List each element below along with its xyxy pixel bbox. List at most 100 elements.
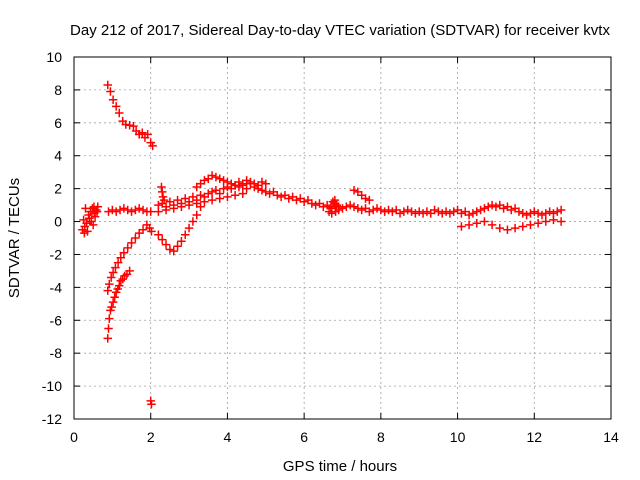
data-point [227,179,236,188]
data-point [230,181,240,190]
series-upper-arc [103,80,157,151]
data-point [143,130,152,139]
y-tick-label: -12 [42,411,62,427]
data-point [288,192,297,202]
data-point [331,207,340,216]
data-point [453,205,462,215]
data-point [457,209,466,218]
data-points [78,80,566,409]
data-point [530,207,539,216]
data-point [192,199,201,208]
data-point [487,200,497,210]
data-point [395,209,405,218]
data-point [105,279,114,289]
data-point [349,202,359,211]
series-upper-band [192,171,374,205]
data-point [110,292,119,302]
data-point [307,199,317,208]
data-point [207,195,217,205]
y-tick-label: 8 [54,82,62,98]
series-lower-branch [103,266,134,343]
data-point [115,281,124,290]
data-point [510,204,520,213]
data-point [204,174,213,184]
data-point [514,207,524,216]
data-point [125,121,134,130]
x-tick-label: 6 [300,429,308,445]
data-point [522,210,531,220]
data-point [510,223,520,233]
data-point [111,288,121,297]
data-point [215,194,225,203]
data-point [192,182,201,192]
data-point [280,190,290,200]
data-point [464,220,474,230]
data-point [103,286,113,295]
data-point [90,212,100,221]
data-point [238,179,248,188]
data-point [89,202,99,211]
data-point [261,179,271,188]
data-point [407,207,416,216]
data-point [196,202,205,211]
data-point [476,205,485,215]
data-point [157,235,167,244]
y-tick-label: -10 [42,378,62,394]
data-point [246,177,255,187]
data-point [518,222,528,231]
data-point [541,217,551,226]
data-point [223,192,232,202]
y-tick-label: 6 [54,115,62,131]
data-point [484,202,493,211]
data-point [104,207,113,216]
data-point [234,177,244,187]
y-tick-label: 0 [54,214,62,230]
data-point [131,205,140,215]
data-point [188,192,198,202]
y-tick-label: 10 [46,49,62,65]
data-point [88,220,98,230]
data-point [441,207,451,216]
x-tick-label: 14 [603,429,619,445]
data-point [357,205,366,215]
data-point [192,210,201,220]
data-point [499,204,508,213]
data-point [269,187,278,197]
data-point [464,210,474,220]
data-point [147,227,156,236]
data-point [365,195,374,205]
data-point [414,207,424,216]
data-point [131,233,140,243]
data-point [177,237,186,246]
data-point [121,120,131,129]
data-point [119,204,129,213]
data-point [507,205,516,215]
data-point [276,192,286,202]
data-point [111,263,120,272]
y-tick-label: 2 [54,181,62,197]
data-point [495,223,505,233]
data-point [503,225,512,235]
data-point [426,209,435,218]
data-point [292,195,301,205]
data-point [127,207,136,216]
data-point [113,258,123,267]
data-point [460,207,470,216]
data-point [103,334,113,343]
data-point [177,202,186,211]
data-point [106,306,115,315]
data-point [238,189,248,198]
data-point [215,174,225,184]
series-spike-near-2-3 [157,182,169,205]
data-point [207,171,217,180]
data-point [326,202,336,211]
data-point [173,195,182,205]
series-early-cluster [78,202,103,238]
data-point [403,205,412,215]
data-point [399,207,409,216]
data-point [204,189,213,198]
data-point [556,217,566,226]
data-point [430,205,439,215]
grid [74,57,611,419]
